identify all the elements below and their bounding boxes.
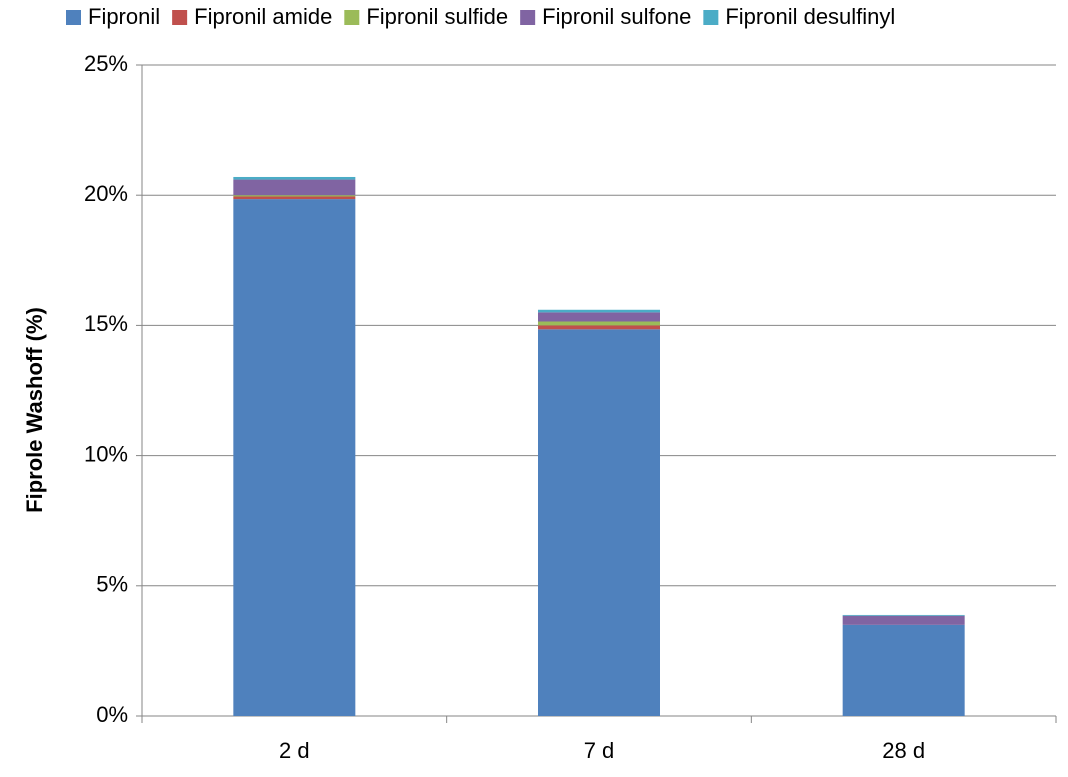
y-axis-label: Fiprole Washoff (%) xyxy=(22,307,47,513)
x-tick-label: 2 d xyxy=(279,738,310,763)
legend-label: Fipronil sulfone xyxy=(542,4,691,29)
bar-segment xyxy=(538,325,660,330)
y-tick-label: 15% xyxy=(84,311,128,336)
bar-segment xyxy=(233,179,356,196)
x-tick-label: 28 d xyxy=(882,738,925,763)
x-tick-label: 7 d xyxy=(584,738,615,763)
bar-segment xyxy=(842,614,965,616)
bar-segment xyxy=(233,199,356,716)
legend-swatch xyxy=(344,10,360,25)
y-tick-label: 25% xyxy=(84,51,128,76)
legend-swatch xyxy=(172,10,188,25)
bar-segment xyxy=(842,615,965,625)
y-tick-label: 10% xyxy=(84,441,128,466)
legend-label: Fipronil desulfinyl xyxy=(725,4,895,29)
legend-swatch xyxy=(66,10,81,25)
legend-label: Fipronil sulfide xyxy=(366,4,508,29)
bar-segment xyxy=(538,312,660,322)
bar-segment xyxy=(538,329,660,716)
bar-segment xyxy=(233,196,356,200)
y-tick-label: 5% xyxy=(96,572,128,597)
legend-label: Fipronil xyxy=(88,4,160,29)
y-tick-label: 20% xyxy=(84,181,128,206)
bar-segment xyxy=(233,195,356,197)
bar-segment xyxy=(538,309,660,313)
legend-swatch xyxy=(520,10,536,25)
bar-segment xyxy=(842,624,965,716)
bar-segment xyxy=(538,321,660,326)
legend-label: Fipronil amide xyxy=(194,4,332,29)
legend-swatch xyxy=(703,10,719,25)
y-tick-label: 0% xyxy=(96,702,128,727)
bar-segment xyxy=(233,176,356,180)
